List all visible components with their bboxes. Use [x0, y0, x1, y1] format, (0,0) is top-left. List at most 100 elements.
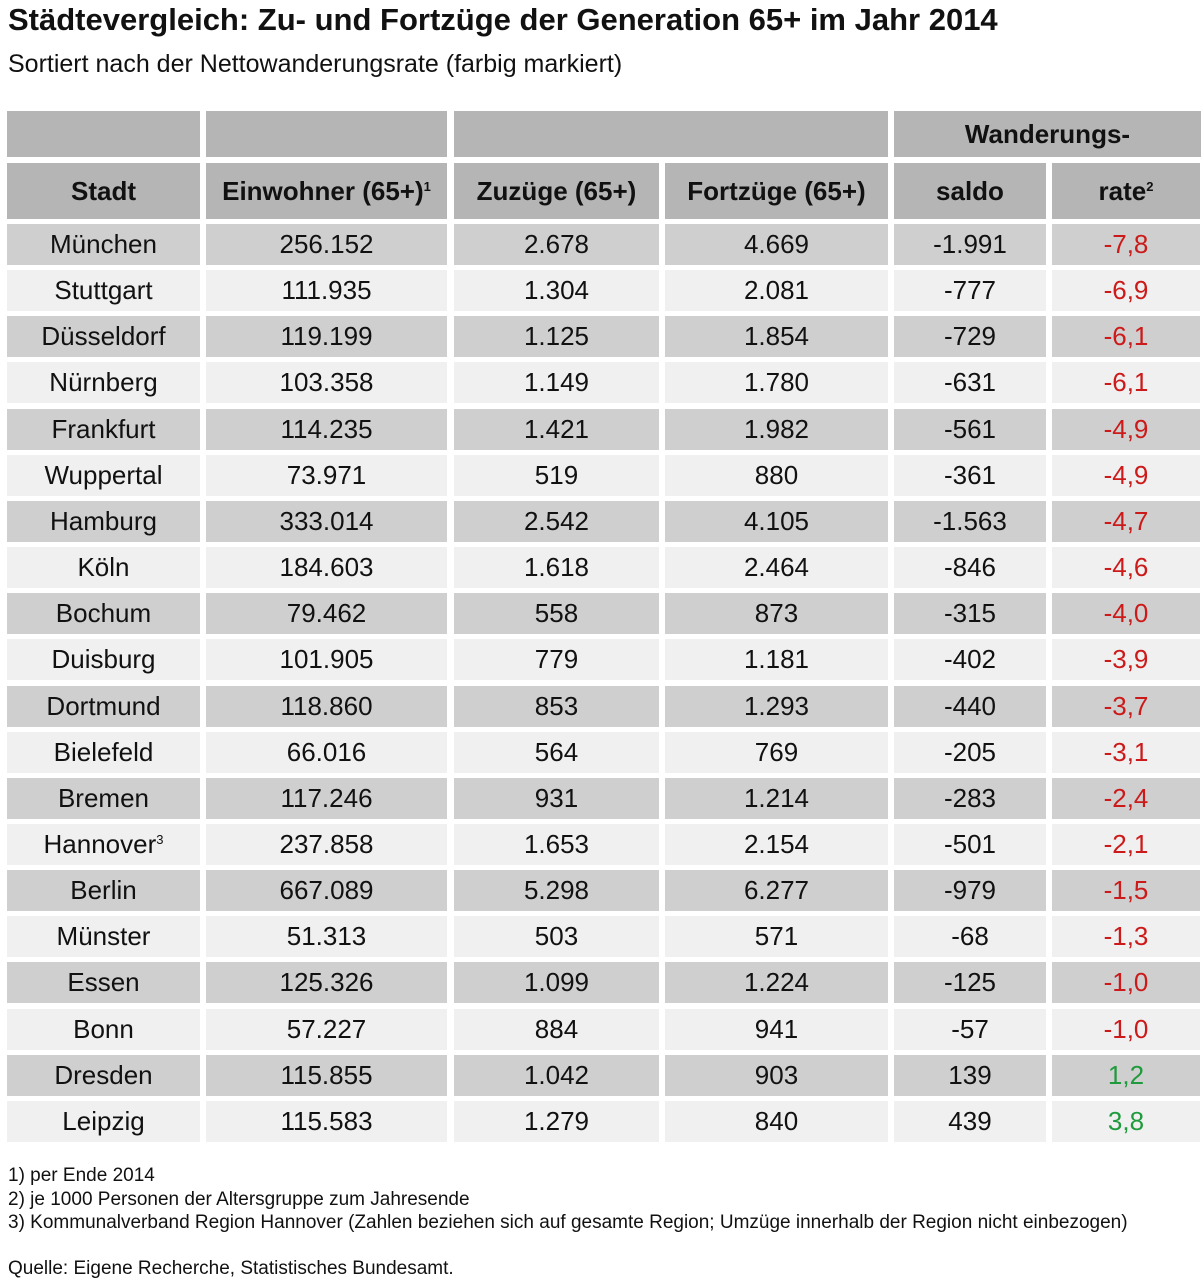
header-empty [7, 111, 200, 157]
table-cell: -6,9 [1052, 270, 1200, 312]
table-cell: Essen [7, 962, 200, 1004]
table-cell: Dresden [7, 1054, 200, 1096]
column-header: rate 2 [1052, 163, 1200, 219]
table-cell: -979 [894, 870, 1046, 912]
table-cell: 101.905 [206, 639, 447, 681]
table-cell: -1,0 [1052, 1008, 1200, 1050]
column-header: Zuzüge (65+) [454, 163, 659, 219]
title: Städtevergleich: Zu- und Fortzüge der Ge… [8, 2, 998, 37]
table-cell: 1.854 [665, 316, 888, 358]
table-cell: 884 [454, 1008, 659, 1050]
table-cell: 4.669 [665, 224, 888, 265]
table-cell: 73.971 [206, 454, 447, 496]
table-cell: 941 [665, 1008, 888, 1050]
table-cell: 1.224 [665, 962, 888, 1004]
table-cell: Münster [7, 916, 200, 958]
table-cell: Hannover 3 [7, 823, 200, 865]
table-cell: 2.542 [454, 500, 659, 542]
group-header: Wanderungs- [894, 111, 1201, 157]
table-cell: -1.991 [894, 224, 1046, 265]
table-cell: 769 [665, 731, 888, 773]
table-cell: -3,1 [1052, 731, 1200, 773]
table-cell: -1,0 [1052, 962, 1200, 1004]
table-cell: 519 [454, 454, 659, 496]
footnote: 1) per Ende 2014 [8, 1165, 155, 1186]
column-header: saldo [894, 163, 1046, 219]
source: Quelle: Eigene Recherche, Statistisches … [8, 1258, 454, 1279]
table-cell: -2,1 [1052, 823, 1200, 865]
table-cell: 4.105 [665, 500, 888, 542]
table-cell: Stuttgart [7, 270, 200, 312]
table-cell: 1.279 [454, 1100, 659, 1142]
table-cell: 1.214 [665, 777, 888, 819]
table-cell: 571 [665, 916, 888, 958]
header-empty [206, 111, 447, 157]
table-cell: -440 [894, 685, 1046, 727]
table-cell: 2.678 [454, 224, 659, 265]
table-cell: -402 [894, 639, 1046, 681]
table-cell: Nürnberg [7, 362, 200, 404]
table-cell: 2.154 [665, 823, 888, 865]
table-cell: -4,9 [1052, 454, 1200, 496]
table-cell: -846 [894, 547, 1046, 589]
table-cell: 5.298 [454, 870, 659, 912]
table-cell: -729 [894, 316, 1046, 358]
table-cell: Bielefeld [7, 731, 200, 773]
table-cell: 6.277 [665, 870, 888, 912]
table-cell: Duisburg [7, 639, 200, 681]
table-cell: 931 [454, 777, 659, 819]
table-cell: -57 [894, 1008, 1046, 1050]
table-cell: -501 [894, 823, 1046, 865]
table-cell: 115.855 [206, 1054, 447, 1096]
table-cell: -68 [894, 916, 1046, 958]
table-cell: 840 [665, 1100, 888, 1142]
table-cell: 1.042 [454, 1054, 659, 1096]
table-cell: Köln [7, 547, 200, 589]
table-cell: 139 [894, 1054, 1046, 1096]
table-cell: 125.326 [206, 962, 447, 1004]
column-header: Einwohner (65+) 1 [206, 163, 447, 219]
table-cell: 1,2 [1052, 1054, 1200, 1096]
table-cell: 111.935 [206, 270, 447, 312]
table-cell: 79.462 [206, 593, 447, 635]
table-cell: -1.563 [894, 500, 1046, 542]
table-cell: 115.583 [206, 1100, 447, 1142]
cell-text: rate [1098, 175, 1147, 206]
table-cell: -561 [894, 408, 1046, 450]
column-header: Stadt [7, 163, 200, 219]
table-cell: -777 [894, 270, 1046, 312]
table-cell: 2.464 [665, 547, 888, 589]
table-cell: 256.152 [206, 224, 447, 265]
table-cell: 873 [665, 593, 888, 635]
table-cell: -6,1 [1052, 362, 1200, 404]
table-cell: Frankfurt [7, 408, 200, 450]
table-cell: 1.099 [454, 962, 659, 1004]
table-cell: -2,4 [1052, 777, 1200, 819]
table-cell: 1.982 [665, 408, 888, 450]
table-cell: 103.358 [206, 362, 447, 404]
footnote: 3) Kommunalverband Region Hannover (Zahl… [8, 1212, 1128, 1233]
table-cell: 117.246 [206, 777, 447, 819]
table-cell: Bremen [7, 777, 200, 819]
table-cell: 1.618 [454, 547, 659, 589]
table-cell: 503 [454, 916, 659, 958]
table-cell: 880 [665, 454, 888, 496]
table-cell: Leipzig [7, 1100, 200, 1142]
table-cell: 558 [454, 593, 659, 635]
table-cell: Berlin [7, 870, 200, 912]
table-cell: -205 [894, 731, 1046, 773]
table-cell: 66.016 [206, 731, 447, 773]
table-cell: 1.181 [665, 639, 888, 681]
table-cell: Bochum [7, 593, 200, 635]
table-cell: 333.014 [206, 500, 447, 542]
table-cell: -3,7 [1052, 685, 1200, 727]
table-cell: München [7, 224, 200, 265]
cell-text: Einwohner (65+) [222, 175, 424, 206]
table-cell: 1.304 [454, 270, 659, 312]
table-cell: -4,6 [1052, 547, 1200, 589]
table-cell: 1.149 [454, 362, 659, 404]
table-cell: 119.199 [206, 316, 447, 358]
cell-text: Hannover [43, 828, 157, 859]
table-cell: -283 [894, 777, 1046, 819]
